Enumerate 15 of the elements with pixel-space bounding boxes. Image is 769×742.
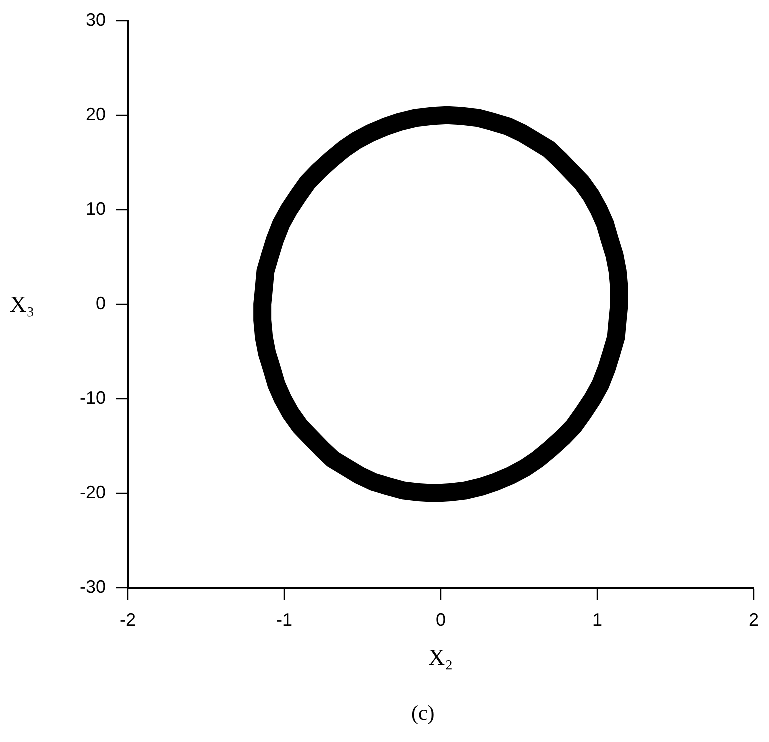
y-tick-label: 20 bbox=[86, 104, 106, 124]
y-tick-label: -20 bbox=[80, 482, 106, 502]
x-tick-label: -1 bbox=[276, 610, 293, 630]
y-tick-label: 30 bbox=[86, 10, 106, 30]
x-axis-title: X₂ bbox=[428, 645, 454, 670]
x-tick-label: 0 bbox=[436, 610, 446, 630]
text: (c) bbox=[411, 701, 435, 725]
y-tick-label: 0 bbox=[96, 293, 106, 314]
y-tick-label: -10 bbox=[80, 388, 106, 408]
y-axis-title: X₃ bbox=[10, 292, 35, 317]
x-tick-label: -2 bbox=[120, 610, 136, 630]
x-tick-label: 2 bbox=[748, 610, 759, 630]
y-tick-label: -30 bbox=[80, 576, 106, 597]
x-tick-label: 1 bbox=[592, 610, 603, 630]
y-tick-label: 10 bbox=[86, 198, 106, 219]
